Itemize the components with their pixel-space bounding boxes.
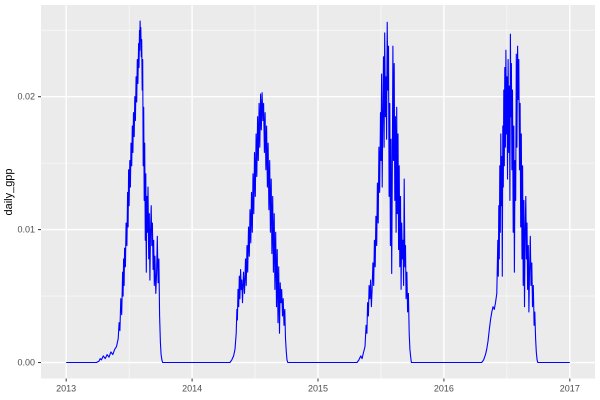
y-tick-label: 0.02	[17, 92, 35, 102]
axis-tick-marks	[38, 96, 571, 382]
x-axis-tick-labels: 2013 2014 2015 2016 2017	[56, 384, 580, 394]
y-axis-title: daily_gpp	[3, 168, 15, 215]
x-tick-label: 2015	[308, 384, 328, 394]
gpp-line-series	[66, 20, 570, 364]
x-tick-label: 2013	[56, 384, 76, 394]
x-tick-label: 2016	[434, 384, 454, 394]
y-tick-label: 0.00	[17, 358, 35, 368]
y-axis-tick-labels: 0.00 0.01 0.02	[17, 92, 35, 368]
series-line-daily_gpp	[66, 20, 570, 364]
y-tick-label: 0.01	[17, 225, 35, 235]
x-tick-label: 2014	[182, 384, 202, 394]
gridlines-major	[41, 5, 595, 379]
x-tick-label: 2017	[560, 384, 580, 394]
